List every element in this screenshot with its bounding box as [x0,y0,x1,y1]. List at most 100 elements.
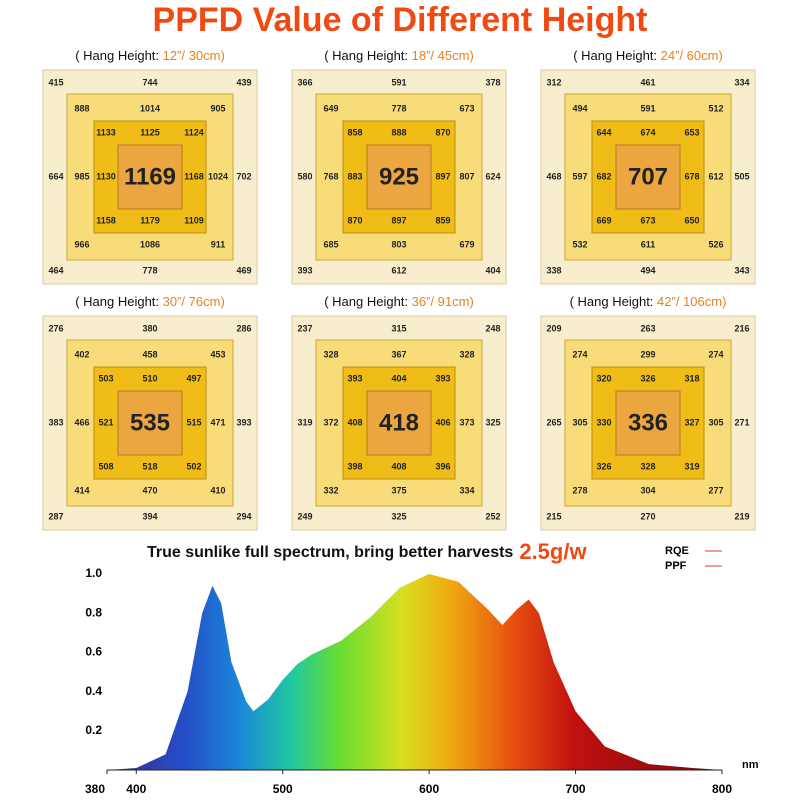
middle-value: 278 [572,485,587,495]
middle-value: 597 [572,171,587,181]
inner-value: 518 [142,461,157,471]
panel-label: ( Hang Height: 12”/ 30cm) [75,48,225,63]
center-zone [615,390,681,456]
outer-value: 343 [734,265,749,275]
outer-value: 219 [734,511,749,521]
chart-annotation: 2.5g/w [519,539,587,564]
middle-value: 966 [74,239,89,249]
inner-value: 870 [347,215,362,225]
middle-value: 334 [459,485,474,495]
label-text: ( Hang Height: [573,48,660,63]
middle-value: 679 [459,239,474,249]
center-value: 336 [628,409,668,436]
outer-value: 286 [236,323,251,333]
inner-value: 502 [186,461,201,471]
y-tick-label: 1.0 [85,566,102,580]
outer-value: 383 [48,417,63,427]
middle-value: 274 [708,349,723,359]
middle-value: 414 [74,485,89,495]
inner-value: 393 [435,373,450,383]
inner-value: 327 [684,417,699,427]
outer-value: 744 [142,77,157,87]
outer-value: 378 [485,77,500,87]
page-title: PPFD Value of Different Height [153,1,648,39]
inner-value: 408 [391,461,406,471]
inner-value: 897 [435,171,450,181]
center-value: 925 [379,163,419,190]
outer-value: 325 [391,511,406,521]
inner-value: 1133 [96,127,116,137]
outer-value: 393 [297,265,312,275]
outer-value: 237 [297,323,312,333]
middle-value: 274 [572,349,587,359]
middle-value: 332 [323,485,338,495]
chart-title-text: True sunlike full spectrum, bring better… [147,544,513,561]
outer-value: 469 [236,265,251,275]
label-text: ( Hang Height: [75,48,162,63]
middle-value: 453 [210,349,225,359]
middle-value: 611 [641,239,656,249]
x-tick-label: 500 [273,782,293,796]
middle-value: 372 [323,417,338,427]
middle-value: 911 [211,239,226,249]
inner-value: 673 [640,215,655,225]
inner-value: 320 [596,373,611,383]
middle-value: 471 [210,417,225,427]
middle-value: 305 [708,417,723,427]
inner-value: 396 [435,461,450,471]
x-tick-label: 800 [712,782,732,796]
panel-label: ( Hang Height: 18”/ 45cm) [324,48,474,63]
outer-value: 209 [546,323,561,333]
inner-value: 326 [596,461,611,471]
middle-value: 591 [640,103,655,113]
x-tick-label: 700 [566,782,586,796]
inner-value: 653 [684,127,699,137]
outer-value: 319 [297,417,312,427]
outer-value: 312 [546,77,561,87]
panels: ( Hang Height: 12”/ 30cm) 415 744 439 664 702… [42,48,756,531]
middle-value: 410 [210,485,225,495]
middle-value: 299 [640,349,655,359]
outer-value: 216 [734,323,749,333]
x-unit: nm [742,759,759,771]
middle-value: 768 [323,171,338,181]
center-zone [615,144,681,210]
middle-value: 985 [74,171,89,181]
middle-value: 304 [640,485,655,495]
outer-value: 252 [485,511,500,521]
middle-value: 494 [572,103,587,113]
inner-value: 497 [186,373,201,383]
center-value: 707 [628,163,668,190]
height-text: 42”/ 106cm) [657,294,726,309]
inner-value: 669 [596,215,611,225]
inner-value: 1125 [140,127,160,137]
middle-value: 905 [210,103,225,113]
x-tick-label: 400 [126,782,146,796]
middle-value: 612 [708,171,723,181]
middle-value: 685 [323,239,338,249]
outer-value: 366 [297,77,312,87]
middle-value: 375 [391,485,406,495]
inner-value: 1124 [184,127,204,137]
middle-value: 1024 [208,171,228,181]
inner-value: 328 [640,461,655,471]
inner-value: 1168 [184,171,204,181]
outer-value: 276 [48,323,63,333]
outer-value: 287 [48,511,63,521]
outer-value: 702 [236,171,251,181]
panel-label: ( Hang Height: 42”/ 106cm) [570,294,727,309]
middle-value: 1086 [140,239,160,249]
outer-value: 580 [297,171,312,181]
outer-value: 315 [391,323,406,333]
outer-value: 612 [391,265,406,275]
inner-value: 678 [684,171,699,181]
outer-value: 505 [734,171,749,181]
middle-value: 512 [708,103,723,113]
inner-value: 510 [142,373,157,383]
inner-value: 521 [98,417,113,427]
height-text: 18”/ 45cm) [412,48,474,63]
outer-value: 338 [546,265,561,275]
center-value: 535 [130,409,170,436]
outer-value: 439 [236,77,251,87]
